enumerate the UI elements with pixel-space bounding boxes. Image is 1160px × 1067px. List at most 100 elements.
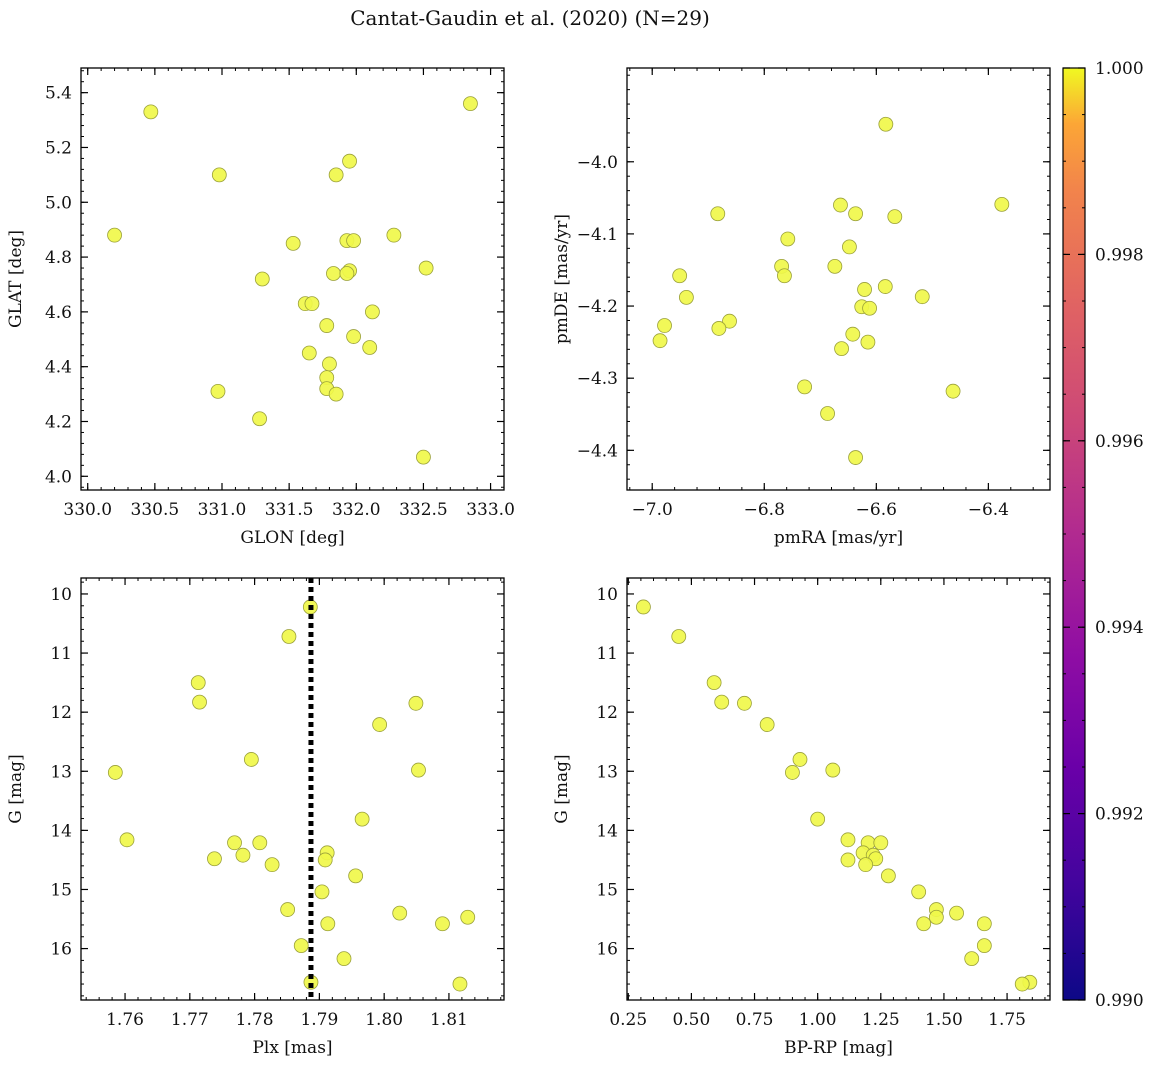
scatter-point — [860, 334, 876, 350]
y-tick-label: 11 — [596, 644, 618, 664]
plot-frame — [626, 67, 1051, 491]
colorbar-tick-label: 0.998 — [1095, 245, 1144, 265]
scatter-point — [949, 905, 964, 921]
x-tick-label: −6.6 — [856, 500, 897, 520]
scatter-point — [348, 868, 364, 884]
x-tick-label: 330.5 — [131, 500, 180, 520]
y-tick-label: 4.8 — [45, 248, 72, 268]
y-tick-label: 12 — [50, 703, 72, 723]
plot-frame — [80, 577, 505, 1001]
scatter-point — [792, 752, 808, 767]
scatter-point — [848, 206, 863, 222]
scatter-point — [848, 450, 863, 465]
y-tick-label: 10 — [596, 585, 618, 605]
colorbar-tick-label: 0.996 — [1095, 432, 1144, 452]
scatter-point — [346, 233, 362, 249]
x-tick-label: 1.00 — [799, 1010, 837, 1030]
y-tick-label: −4.3 — [577, 369, 618, 389]
scatter-point — [780, 231, 796, 247]
scatter-point — [452, 976, 468, 992]
scatter-point — [243, 752, 259, 767]
scatter-point — [827, 258, 843, 274]
y-tick-label: 16 — [596, 940, 618, 960]
x-tick-label: 1.25 — [862, 1010, 900, 1030]
scatter-point — [252, 411, 268, 427]
scatter-point — [825, 762, 841, 778]
x-tick-label: 0.50 — [672, 1010, 710, 1030]
scatter-point — [672, 268, 688, 284]
scatter-point — [328, 167, 344, 183]
x-axis-label: GLON [deg] — [240, 528, 344, 548]
x-axis-label: BP-RP [mag] — [784, 1038, 893, 1058]
y-tick-label: −4.0 — [577, 153, 618, 173]
scatter-point — [834, 341, 849, 357]
scatter-point — [1014, 976, 1030, 992]
x-tick-label: 331.5 — [265, 500, 314, 520]
scatter-point — [636, 599, 651, 615]
scatter-points — [107, 578, 476, 1000]
scatter-point — [211, 167, 227, 183]
x-tick-label: 1.50 — [925, 1010, 963, 1030]
scatter-point — [840, 852, 856, 868]
x-tick-label: 1.77 — [171, 1010, 209, 1030]
panel-bottom-left: 1.76 1.77 1.78 1.79 1.80 1.81 10 11 12 13 14 15 16 Pl… — [6, 577, 505, 1058]
panel-bottom-right: 0.25 0.50 0.75 1.00 1.25 1.50 1.75 10 11 12 13 14 15… — [552, 577, 1051, 1058]
colorbar: 0.990 0.992 0.994 0.996 0.998 1.000 — [1062, 59, 1144, 1011]
x-tick-label: −6.8 — [744, 500, 785, 520]
scatter-point — [880, 868, 896, 884]
scatter-point — [372, 717, 388, 732]
scatter-points — [107, 96, 478, 465]
scatter-point — [319, 318, 335, 333]
scatter-point — [463, 96, 478, 112]
scatter-point — [435, 916, 450, 932]
colorbar-tick-label: 0.994 — [1095, 618, 1144, 638]
scatter-point — [714, 694, 730, 710]
y-tick-label: −4.2 — [577, 297, 618, 317]
y-axis-label: G [mag] — [6, 754, 26, 823]
x-tick-label: −6.4 — [968, 500, 1009, 520]
scatter-point — [976, 938, 992, 954]
scatter-point — [928, 909, 944, 925]
y-tick-label: 13 — [596, 762, 618, 782]
scatter-point — [143, 104, 159, 120]
scatter-point — [671, 629, 687, 644]
scatter-point — [737, 695, 752, 711]
scatter-point — [314, 884, 330, 900]
scatter-point — [810, 811, 826, 827]
scatter-point — [710, 206, 726, 222]
scatter-point — [326, 266, 341, 281]
scatter-point — [285, 235, 301, 251]
scatter-point — [281, 629, 297, 644]
scatter-point — [354, 811, 370, 827]
scatter-point — [916, 916, 932, 932]
scatter-point — [722, 313, 737, 329]
y-tick-label: −4.4 — [577, 441, 618, 461]
scatter-point — [877, 279, 893, 294]
y-tick-label: 13 — [50, 762, 72, 782]
y-tick-label: 11 — [50, 644, 72, 664]
scatter-point — [857, 282, 872, 297]
scatter-point — [711, 321, 727, 336]
scatter-point — [914, 289, 930, 305]
colorbar-tick-label: 0.990 — [1095, 991, 1144, 1011]
scatter-point — [210, 383, 226, 399]
scatter-point — [408, 695, 424, 711]
scatter-point — [652, 333, 668, 349]
y-tick-label: 14 — [50, 821, 72, 841]
scatter-point — [411, 762, 426, 778]
x-tick-label: 333.0 — [466, 500, 515, 520]
plot-frame — [80, 67, 505, 491]
scatter-point — [873, 835, 889, 851]
x-tick-label: 1.80 — [365, 1010, 403, 1030]
scatter-point — [119, 832, 135, 848]
x-tick-label: 1.75 — [988, 1010, 1026, 1030]
x-tick-label: 332.5 — [399, 500, 448, 520]
y-tick-label: 10 — [50, 585, 72, 605]
scatter-point — [301, 345, 317, 361]
scatter-point — [706, 675, 722, 691]
scatter-point — [280, 902, 296, 917]
scatter-point — [759, 717, 775, 732]
plot-frame — [626, 577, 1051, 1001]
x-tick-label: 332.0 — [332, 500, 381, 520]
colorbar-tick-label: 0.992 — [1095, 805, 1144, 825]
